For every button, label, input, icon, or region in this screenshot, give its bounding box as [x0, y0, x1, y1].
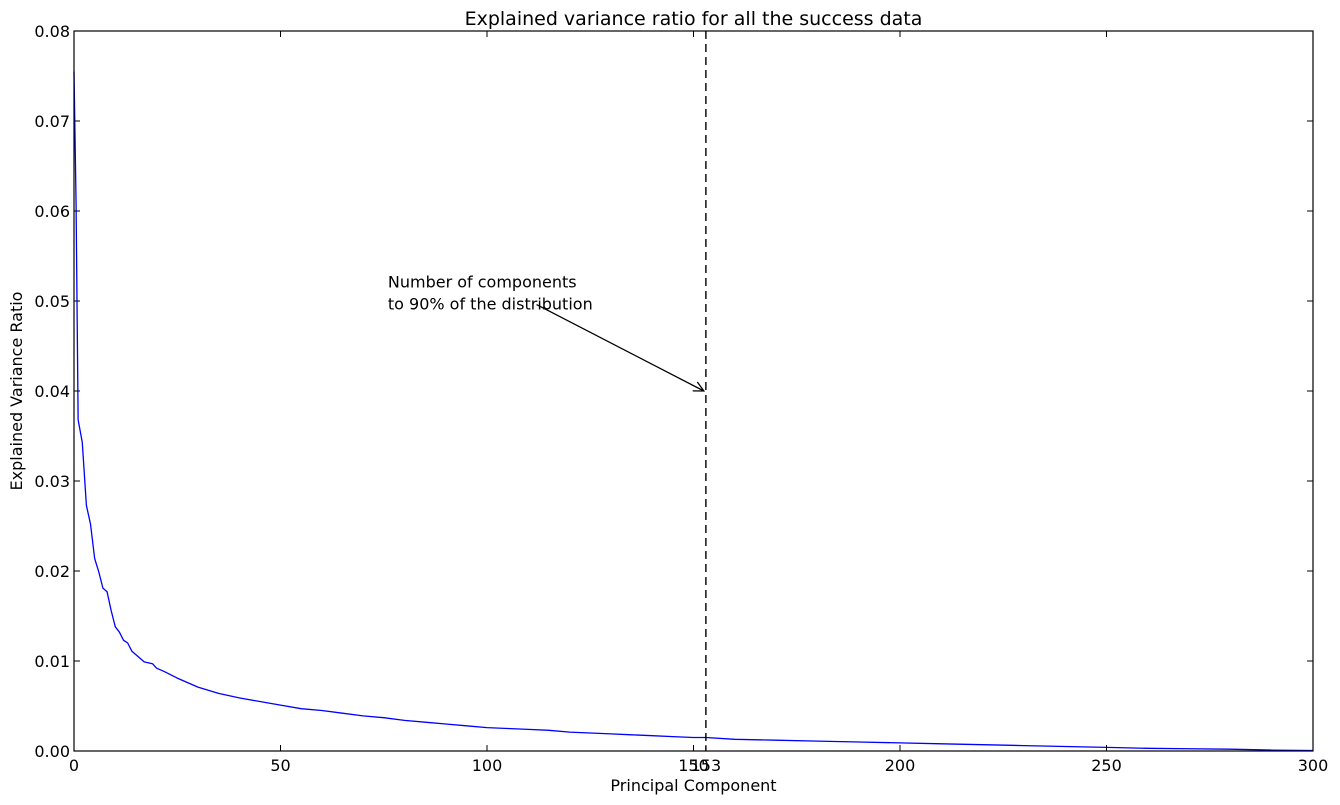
y-tick-label: 0.08: [34, 22, 70, 41]
y-tick-label: 0.05: [34, 292, 70, 311]
x-tick-label: 50: [270, 756, 290, 775]
x-tick-label-vline: 153: [691, 756, 722, 775]
plot-frame: [73, 30, 1314, 752]
x-tick-label: 100: [472, 756, 503, 775]
annotation-text-line: Number of components: [388, 273, 577, 292]
y-tick-label: 0.04: [34, 382, 70, 401]
y-tick-label: 0.07: [34, 112, 70, 131]
y-tick-label: 0.03: [34, 472, 70, 491]
plot-area: 0 50 100 150 200 250 300 153 0.00 0.01 0.02 0.03 0.0…: [34, 22, 1328, 775]
x-tick-label: 150: [678, 756, 709, 775]
x-axis-title: Principal Component: [610, 776, 776, 795]
y-tick-label: 0.00: [34, 742, 70, 761]
series-line-0: [73, 71, 1314, 752]
y-tick-label: 0.06: [34, 202, 70, 221]
x-tick-label: 250: [1091, 756, 1122, 775]
chart-title: Explained variance ratio for all the suc…: [465, 8, 923, 30]
y-tick-label: 0.01: [34, 652, 70, 671]
y-axis-title: Explained Variance Ratio: [7, 292, 26, 491]
x-tick-label: 300: [1298, 756, 1329, 775]
x-tick-label: 200: [885, 756, 916, 775]
annotation-text-line: to 90% of the distribution: [388, 295, 593, 314]
y-tick-label: 0.02: [34, 562, 70, 581]
annotation-arrow: [536, 304, 704, 391]
x-tick-label: 0: [69, 756, 79, 775]
